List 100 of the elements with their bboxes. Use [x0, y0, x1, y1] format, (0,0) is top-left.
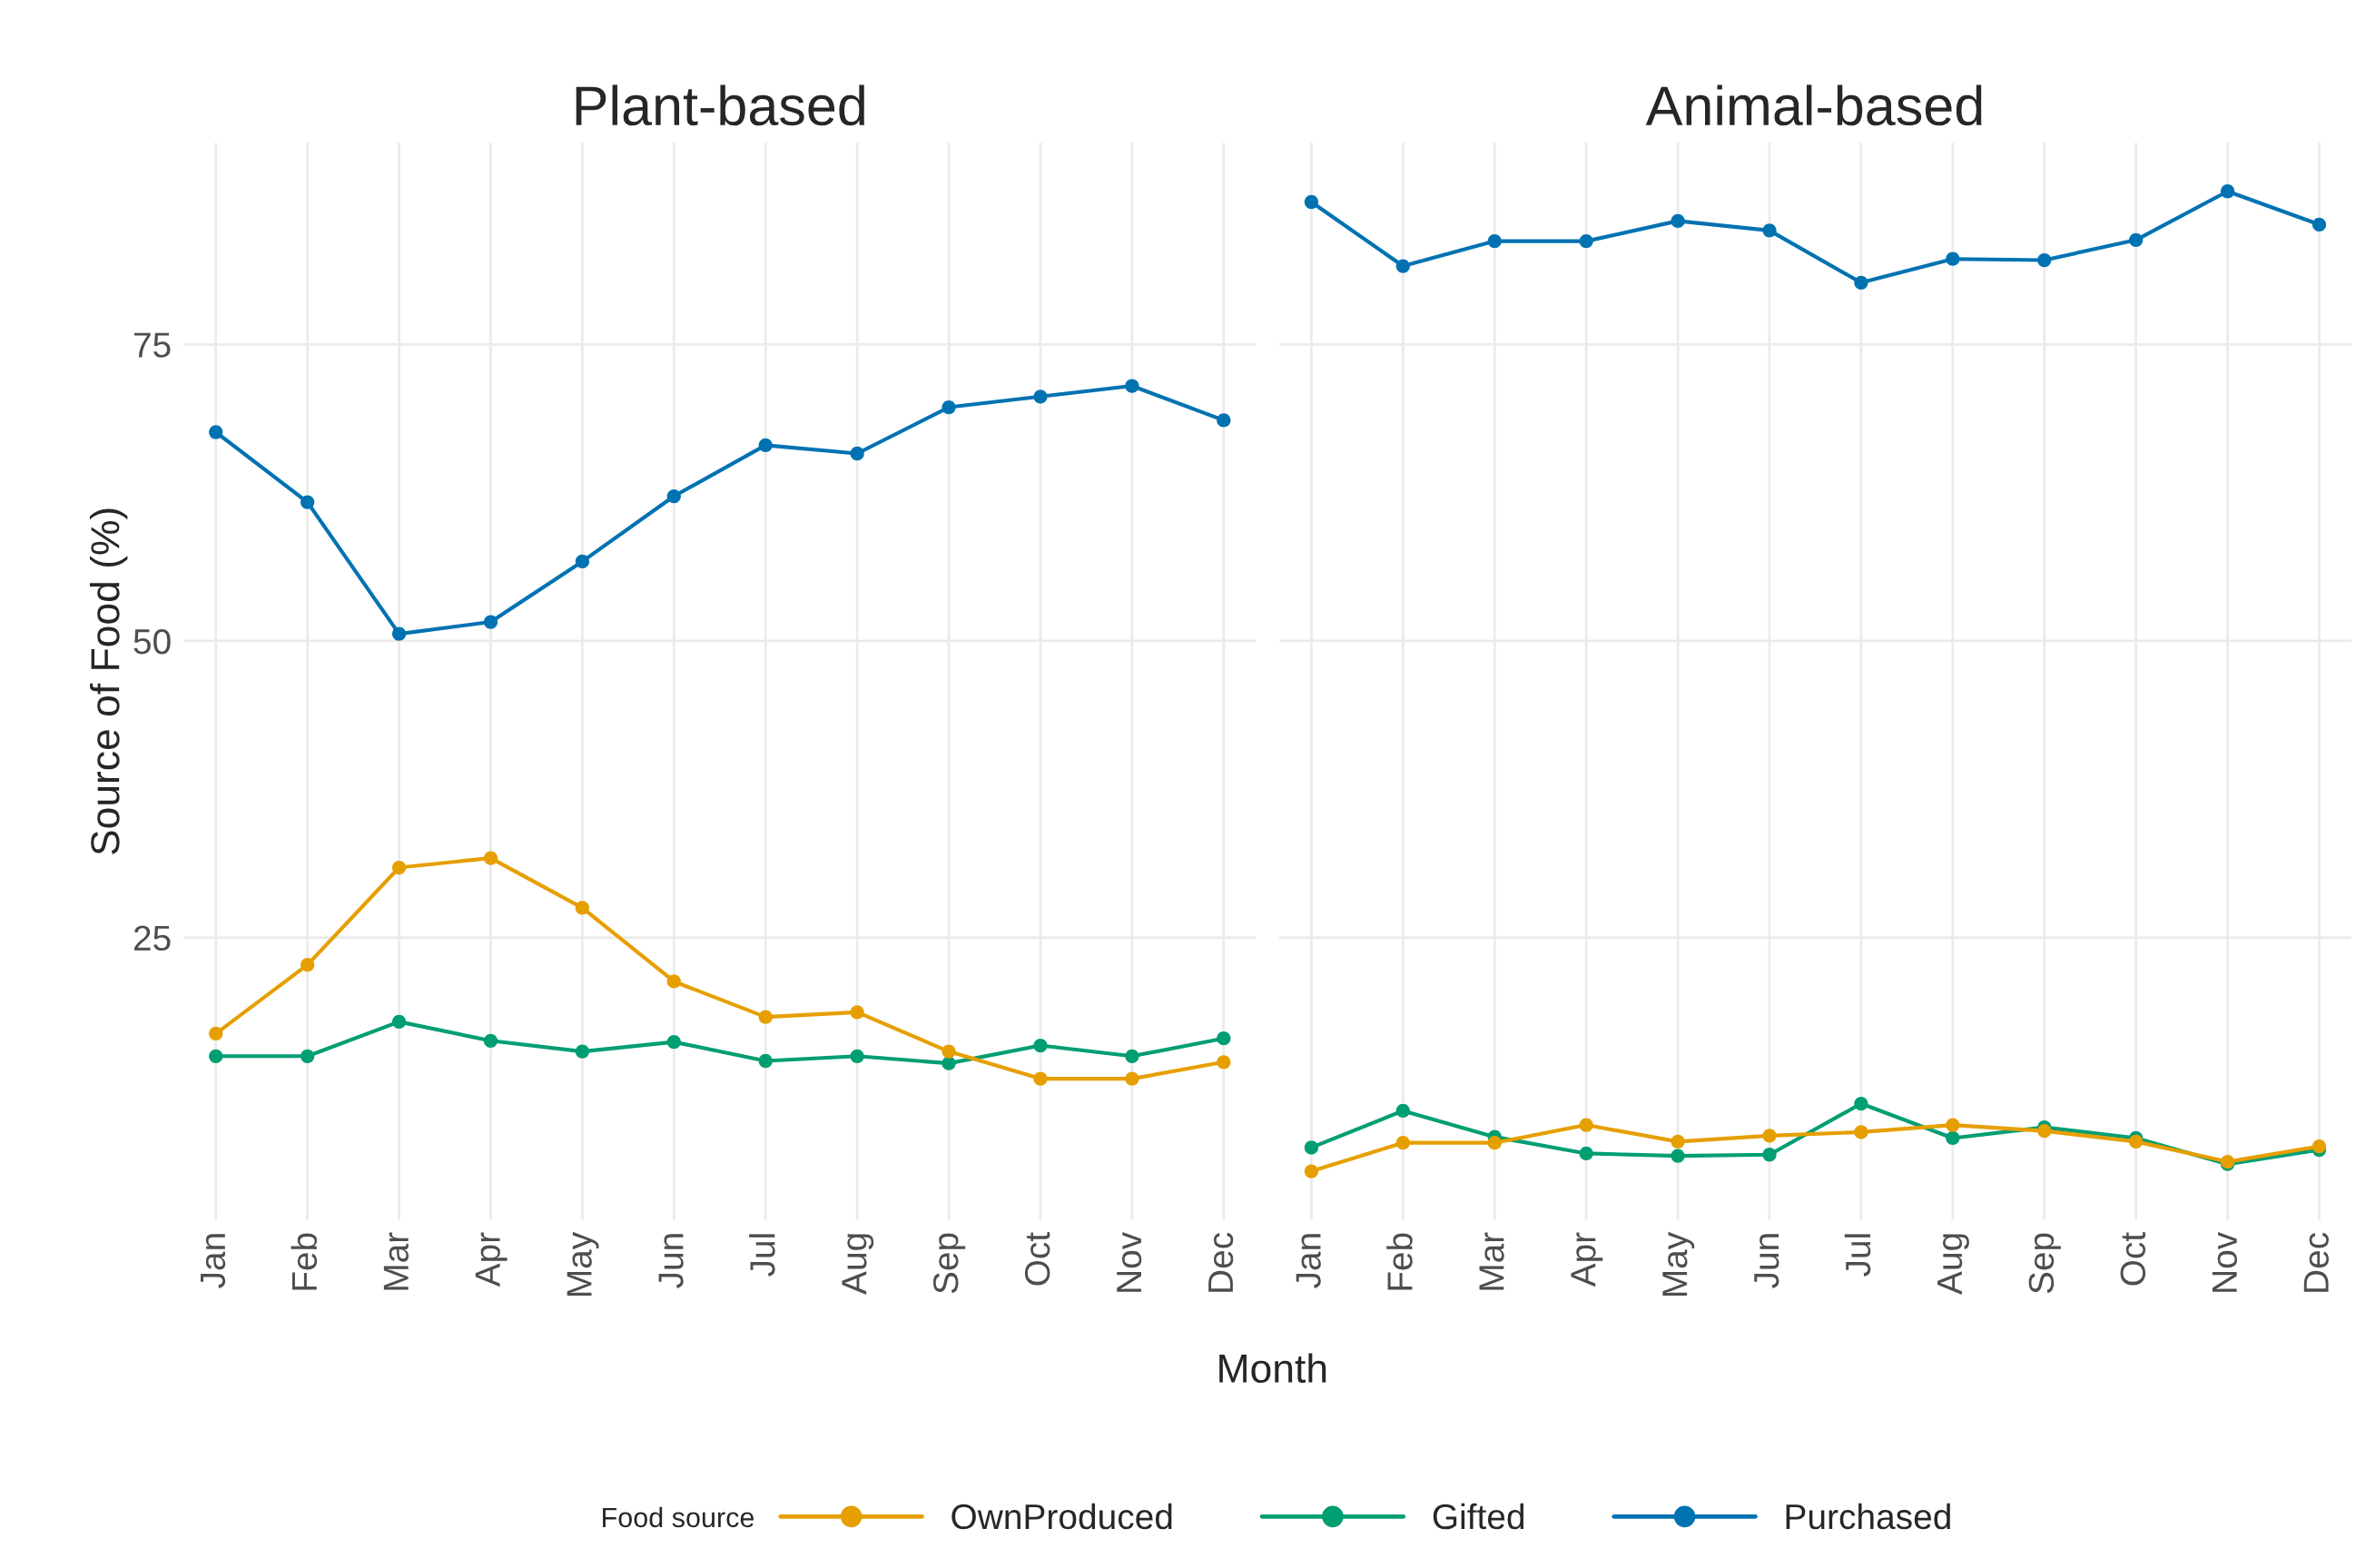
x-tick-label: Jul: [749, 1234, 775, 1277]
x-tick-label: Sep: [2028, 1233, 2061, 1294]
point: [575, 554, 590, 569]
x-tick-label: Dec: [2303, 1232, 2329, 1292]
x-tick-label: May: [567, 1231, 599, 1297]
point: [1217, 1055, 1231, 1070]
point: [666, 974, 681, 989]
point: [483, 1033, 498, 1048]
x-tick-label: Aug: [1937, 1234, 1969, 1295]
x-tick-label: Jan: [1296, 1234, 1321, 1288]
y-tick-label: 50: [133, 628, 171, 655]
point: [1762, 223, 1777, 238]
x-tick-label: Jan: [201, 1234, 226, 1288]
point: [850, 1049, 864, 1063]
point: [2220, 184, 2235, 199]
point: [1762, 1148, 1777, 1162]
chart-title: Plant-based: [576, 84, 864, 126]
point: [575, 1044, 590, 1059]
point: [1946, 251, 1960, 266]
x-tick-label: Jun: [658, 1234, 684, 1288]
x-tick-label: Oct: [1024, 1232, 1050, 1286]
legend-label: OwnProduced: [951, 1503, 1172, 1530]
point: [1217, 413, 1231, 428]
y-axis-title: Source of Food (%): [89, 508, 128, 855]
chart-title: Animal-based: [1645, 84, 1982, 126]
point: [1304, 1140, 1319, 1155]
point: [941, 1056, 956, 1070]
point: [1762, 1129, 1777, 1143]
point: [1125, 1049, 1139, 1063]
point: [301, 495, 315, 509]
point: [1125, 1071, 1139, 1086]
point: [2129, 1134, 2144, 1149]
x-tick-label: Jun: [1754, 1234, 1779, 1288]
point: [1671, 1134, 1685, 1149]
point: [391, 626, 407, 641]
point: [666, 1034, 681, 1050]
x-tick-label: Nov: [1117, 1231, 1142, 1292]
point: [1579, 1146, 1593, 1161]
point: [1304, 194, 1319, 210]
point: [391, 860, 407, 875]
x-axis-title: Month: [1219, 1353, 1326, 1384]
x-tick-label: Feb: [291, 1233, 318, 1290]
point: [1033, 1071, 1048, 1086]
point: [1304, 1164, 1319, 1178]
y-tick-label: 25: [133, 925, 171, 952]
point: [1395, 1136, 1410, 1150]
point: [483, 615, 498, 629]
point: [1946, 1118, 1960, 1132]
point: [209, 425, 223, 439]
x-tick-label: Apr: [475, 1232, 508, 1287]
x-tick-label: Jul: [1844, 1234, 1871, 1277]
point: [850, 1005, 864, 1020]
legend-label: Gifted: [1433, 1503, 1524, 1530]
point: [2312, 1139, 2327, 1154]
point: [391, 1014, 407, 1030]
point: [666, 488, 681, 504]
point: [941, 1044, 956, 1059]
point: [1487, 1136, 1502, 1150]
point: [209, 1026, 223, 1041]
x-tick-label: Aug: [842, 1234, 874, 1295]
point: [1579, 1118, 1593, 1132]
point: [2129, 232, 2144, 247]
point: [1671, 213, 1685, 229]
point: [850, 446, 864, 461]
point: [1579, 233, 1593, 249]
x-tick-label: Mar: [1479, 1232, 1504, 1290]
point: [301, 1049, 315, 1063]
y-tick-label: 75: [133, 332, 171, 358]
point: [941, 399, 956, 415]
x-tick-label: Nov: [2212, 1231, 2238, 1292]
point: [1033, 390, 1048, 404]
point: [1395, 1103, 1410, 1119]
x-tick-label: Dec: [1208, 1232, 1234, 1292]
x-tick-label: Apr: [1571, 1232, 1603, 1287]
x-tick-label: May: [1662, 1231, 1695, 1297]
point: [1033, 1038, 1048, 1053]
point: [1125, 379, 1139, 393]
legend-label: Purchased: [1786, 1503, 1950, 1530]
point: [575, 901, 590, 915]
point: [1487, 233, 1502, 249]
point: [1217, 1031, 1231, 1046]
x-tick-label: Feb: [1386, 1233, 1413, 1290]
point: [1854, 1125, 1868, 1139]
point: [758, 438, 773, 452]
point: [2037, 1123, 2052, 1139]
x-tick-label: Sep: [932, 1233, 966, 1294]
point: [1854, 1096, 1868, 1111]
point: [1854, 275, 1868, 290]
legend-title: Food source: [603, 1506, 754, 1528]
x-tick-label: Oct: [2120, 1232, 2146, 1286]
point: [209, 1049, 223, 1063]
point: [1671, 1149, 1685, 1163]
point: [1946, 1130, 1960, 1146]
point: [301, 958, 315, 972]
point: [483, 851, 498, 865]
point: [2037, 252, 2052, 268]
point: [758, 1053, 773, 1069]
point: [2312, 217, 2327, 232]
point: [1395, 259, 1410, 273]
point: [758, 1010, 773, 1024]
